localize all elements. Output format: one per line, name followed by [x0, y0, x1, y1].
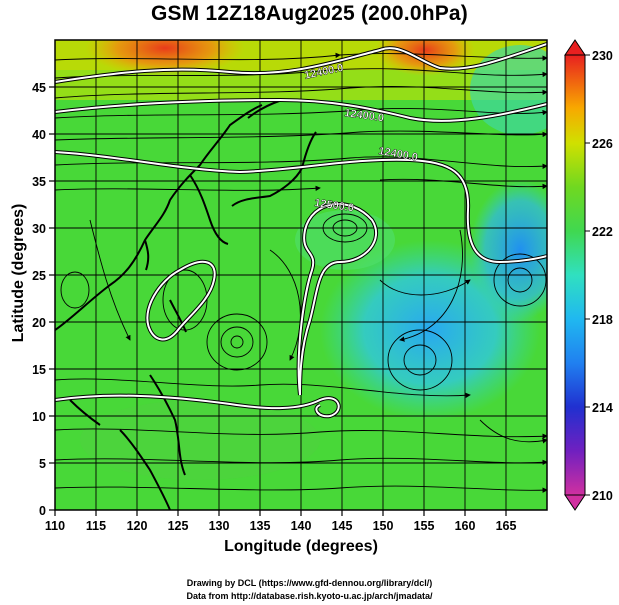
credit-drawing: Drawing by DCL (https://www.gfd-dennou.o…	[186, 578, 433, 588]
y-tick-label: 20	[32, 316, 46, 330]
credit-data-source: Data from http://database.rish.kyoto-u.a…	[186, 591, 433, 601]
y-tick-label: 15	[32, 363, 46, 377]
x-tick-label: 140	[291, 519, 312, 533]
colorbar-tick-label: 230	[592, 49, 613, 63]
chart-title: GSM 12Z18Aug2025 (200.0hPa)	[150, 2, 469, 25]
x-axis-label: Longitude (degrees)	[224, 538, 378, 555]
x-tick-label: 135	[250, 519, 271, 533]
x-tick-label: 150	[373, 519, 394, 533]
colorbar-bottom-triangle	[564, 494, 586, 511]
y-tick-label: 30	[32, 222, 46, 236]
x-tick-label: 130	[209, 519, 230, 533]
colorbar-tick-label: 222	[592, 225, 613, 239]
x-tick-label: 165	[496, 519, 517, 533]
colorbar-tick-label: 214	[592, 401, 613, 415]
contour-label-4: 12500.0	[314, 197, 355, 214]
y-axis-label: Latitude (degrees)	[10, 203, 27, 343]
y-tick-label: 35	[32, 175, 46, 189]
y-tick-label: 45	[32, 81, 46, 95]
y-tick-labels: 0 5 10 15 20 25 30 35 40 45	[32, 81, 46, 518]
x-tick-labels: 110 115 120 125 130 135 140 145 150 155 …	[45, 519, 517, 533]
axis-tick-marks	[49, 86, 507, 516]
contour-label-2: 12400.0	[344, 107, 385, 124]
y-tick-label: 25	[32, 269, 46, 283]
colorbar-top-triangle	[564, 39, 586, 56]
colorbar-tick-label: 210	[592, 489, 613, 503]
colorbar-scale	[564, 54, 586, 496]
x-tick-label: 125	[168, 519, 189, 533]
x-tick-label: 115	[86, 519, 106, 533]
coastlines	[55, 99, 317, 510]
colorbar-tick-label: 218	[592, 313, 613, 327]
x-tick-label: 120	[127, 519, 148, 533]
x-tick-label: 155	[414, 519, 435, 533]
x-tick-label: 110	[45, 519, 65, 533]
colorbar-tick-label: 226	[592, 137, 613, 151]
y-tick-label: 40	[32, 128, 46, 142]
wind-streamlines	[55, 52, 547, 493]
y-tick-label: 0	[39, 504, 46, 518]
height-contours	[55, 42, 547, 419]
colorbar: 230 226 222 218 214 210	[564, 39, 613, 511]
x-tick-label: 160	[455, 519, 476, 533]
x-tick-label: 145	[332, 519, 353, 533]
y-tick-label: 10	[32, 410, 46, 424]
y-tick-label: 5	[39, 457, 46, 471]
